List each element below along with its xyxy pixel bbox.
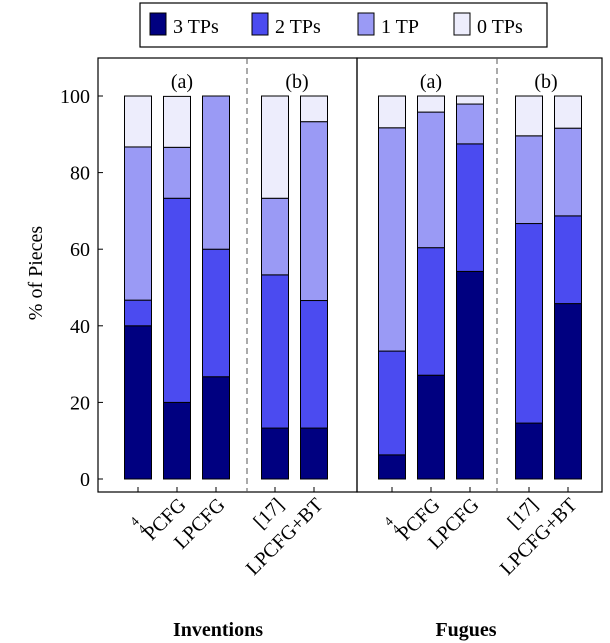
legend-swatch-0 bbox=[149, 12, 167, 36]
bar-3-segment-1-tp bbox=[261, 197, 289, 276]
y-tick-label-60: 60 bbox=[70, 239, 90, 261]
legend-swatch-2 bbox=[357, 12, 375, 36]
legend-label-3: 0 TPs bbox=[477, 16, 523, 38]
bar-5-segment-0-tps bbox=[378, 95, 406, 129]
y-axis-label: % of Pieces bbox=[25, 226, 47, 321]
legend-label-0: 3 TPs bbox=[173, 16, 219, 38]
group-label-fugues: Fugues bbox=[435, 619, 496, 641]
bar-8-segment-1-tp bbox=[515, 135, 543, 225]
bar-2-segment-1-tp bbox=[202, 95, 230, 250]
y-tick-label-40: 40 bbox=[70, 316, 90, 338]
bar-0-segment-3-tps bbox=[124, 325, 152, 480]
bar-9-segment-2-tps bbox=[554, 215, 582, 305]
y-tick-label-80: 80 bbox=[70, 163, 90, 185]
bar-1-segment-2-tps bbox=[163, 197, 191, 403]
bar-4-segment-3-tps bbox=[300, 427, 328, 480]
panel-frame-1 bbox=[356, 57, 603, 493]
legend-entry-0: 3 TPs bbox=[149, 12, 219, 38]
group-label-inventions: Inventions bbox=[173, 619, 263, 641]
legend: 3 TPs 2 TPs 1 TP 0 TPs bbox=[139, 2, 548, 48]
bar-3-segment-0-tps bbox=[261, 95, 289, 199]
bar-2-segment-3-tps bbox=[202, 376, 230, 480]
bar-9-segment-0-tps bbox=[554, 95, 582, 129]
legend-entry-2: 1 TP bbox=[357, 12, 419, 38]
bar-1-segment-1-tp bbox=[163, 146, 191, 199]
bar-7-segment-0-tps bbox=[456, 95, 484, 105]
panel-label-fugues-a: (a) bbox=[420, 71, 442, 93]
legend-entry-1: 2 TPs bbox=[251, 12, 321, 38]
bar-9-segment-1-tp bbox=[554, 127, 582, 217]
legend-swatch-1 bbox=[251, 12, 269, 36]
bar-7-segment-2-tps bbox=[456, 143, 484, 272]
panel-label-inventions-a: (a) bbox=[171, 71, 193, 93]
y-tick-label-20: 20 bbox=[70, 392, 90, 414]
bar-0-segment-0-tps bbox=[124, 95, 152, 148]
bar-6-segment-0-tps bbox=[417, 95, 445, 113]
y-tick-label-100: 100 bbox=[60, 86, 90, 108]
legend-swatch-3 bbox=[453, 12, 471, 36]
bar-0-segment-2-tps bbox=[124, 299, 152, 327]
bar-6-segment-1-tp bbox=[417, 111, 445, 249]
bar-2-segment-2-tps bbox=[202, 248, 230, 378]
bar-8-segment-3-tps bbox=[515, 422, 543, 480]
bar-5-segment-2-tps bbox=[378, 350, 406, 456]
bar-0-segment-1-tp bbox=[124, 146, 152, 301]
bar-1-segment-3-tps bbox=[163, 401, 191, 480]
bar-5-segment-3-tps bbox=[378, 454, 406, 480]
y-tick-label-0: 0 bbox=[80, 469, 90, 491]
bar-3-segment-2-tps bbox=[261, 274, 289, 429]
legend-label-1: 2 TPs bbox=[275, 16, 321, 38]
bar-7-segment-1-tp bbox=[456, 103, 484, 145]
bar-6-segment-3-tps bbox=[417, 374, 445, 480]
legend-entry-3: 0 TPs bbox=[453, 12, 523, 38]
bar-6-segment-2-tps bbox=[417, 247, 445, 376]
panel-label-fugues-b: (b) bbox=[534, 71, 557, 93]
bar-3-segment-3-tps bbox=[261, 427, 289, 480]
legend-label-2: 1 TP bbox=[381, 16, 419, 38]
bar-7-segment-3-tps bbox=[456, 270, 484, 480]
bar-4-segment-2-tps bbox=[300, 300, 328, 429]
bar-1-segment-0-tps bbox=[163, 95, 191, 148]
legend-frame bbox=[139, 2, 548, 48]
bar-4-segment-1-tp bbox=[300, 121, 328, 302]
panel-label-inventions-b: (b) bbox=[285, 71, 308, 93]
bar-8-segment-2-tps bbox=[515, 223, 543, 424]
bar-8-segment-0-tps bbox=[515, 95, 543, 137]
bar-5-segment-1-tp bbox=[378, 127, 406, 352]
bar-4-segment-0-tps bbox=[300, 95, 328, 123]
bar-9-segment-3-tps bbox=[554, 303, 582, 480]
